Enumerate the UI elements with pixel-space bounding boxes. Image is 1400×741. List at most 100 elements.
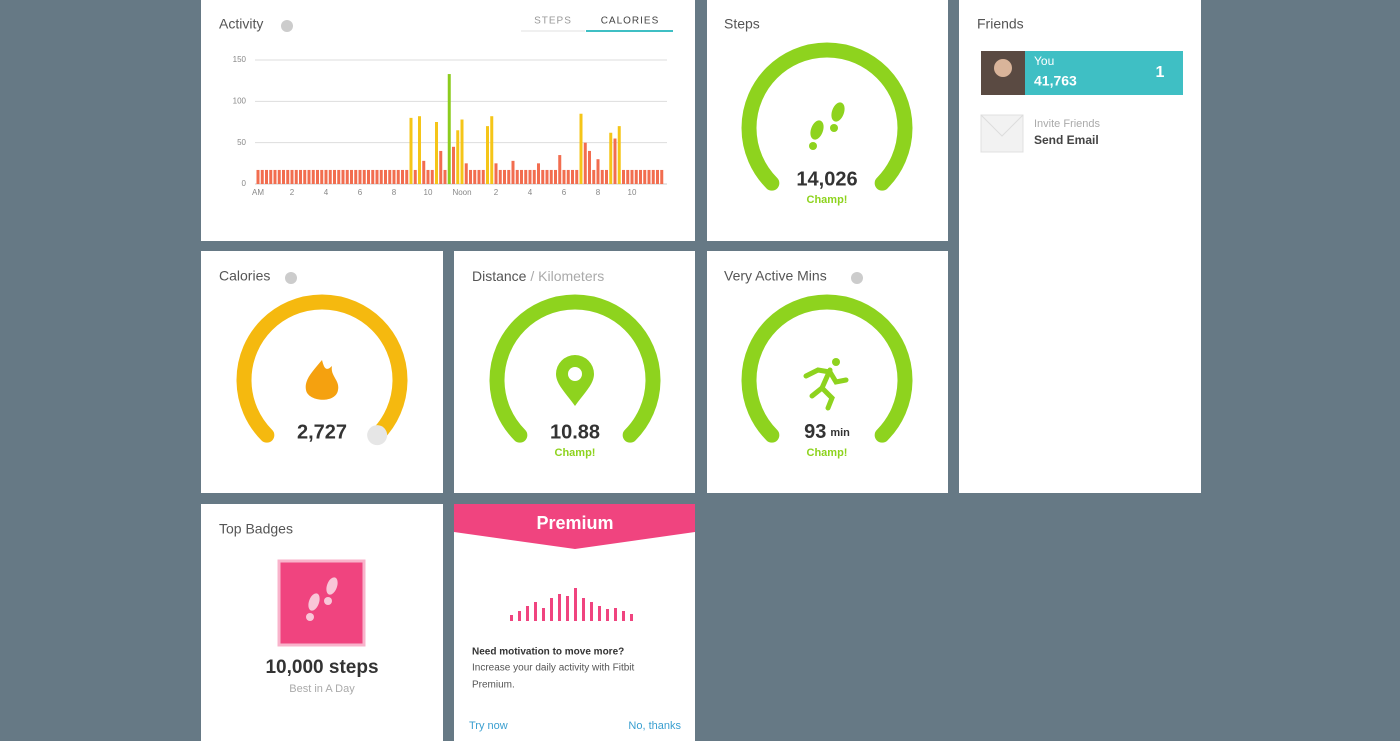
bar bbox=[392, 169, 396, 184]
distance-title: Distance / Kilometers bbox=[472, 268, 604, 284]
no-thanks[interactable]: No, thanks bbox=[628, 720, 681, 732]
bar bbox=[575, 169, 579, 184]
bar bbox=[520, 169, 523, 184]
bar bbox=[613, 138, 617, 184]
badge-name: 10,000 steps bbox=[265, 657, 378, 678]
bar bbox=[405, 169, 409, 184]
bar bbox=[464, 163, 468, 184]
y-tick-label: 0 bbox=[242, 179, 247, 188]
bar bbox=[634, 169, 638, 184]
footprint-icon bbox=[809, 102, 845, 150]
bar bbox=[371, 169, 375, 184]
friend-name: You bbox=[1034, 54, 1054, 68]
bar bbox=[562, 169, 566, 184]
send-email[interactable]: Send Email bbox=[1034, 133, 1099, 147]
bar bbox=[290, 169, 294, 184]
bar bbox=[630, 169, 634, 184]
bar bbox=[354, 169, 358, 184]
bar bbox=[571, 169, 574, 184]
bar bbox=[294, 169, 298, 184]
help-icon[interactable] bbox=[851, 272, 863, 284]
bar bbox=[647, 169, 651, 184]
tab-calories[interactable]: CALORIES bbox=[601, 16, 660, 27]
bar bbox=[477, 169, 481, 184]
steps-status: Champ! bbox=[807, 194, 848, 206]
bar bbox=[324, 169, 328, 184]
bar bbox=[558, 155, 562, 184]
bar bbox=[600, 169, 604, 184]
bar bbox=[307, 169, 311, 184]
y-tick-label: 150 bbox=[233, 55, 247, 64]
bar bbox=[388, 169, 392, 184]
bar bbox=[566, 169, 570, 184]
bar bbox=[537, 163, 540, 184]
distance-status: Champ! bbox=[555, 447, 596, 459]
help-icon[interactable] bbox=[281, 20, 293, 32]
x-tick-label: 8 bbox=[392, 188, 397, 197]
bar bbox=[452, 146, 455, 184]
gauge-arc bbox=[489, 294, 661, 443]
bar bbox=[396, 169, 400, 184]
bar bbox=[651, 169, 655, 184]
premium-banner bbox=[454, 504, 695, 549]
bar bbox=[507, 169, 511, 184]
distance-value: 10.88 bbox=[550, 421, 600, 443]
bar bbox=[256, 169, 260, 184]
bar bbox=[367, 169, 370, 184]
pin-hole bbox=[568, 367, 582, 381]
bar bbox=[337, 169, 341, 184]
try-now[interactable]: Try now bbox=[469, 720, 508, 732]
bar bbox=[375, 169, 379, 184]
active-number: 93 bbox=[804, 421, 826, 443]
bar bbox=[549, 169, 553, 184]
bar bbox=[486, 126, 489, 184]
bar bbox=[401, 169, 404, 184]
bar bbox=[303, 169, 307, 184]
bar bbox=[350, 169, 353, 184]
bar bbox=[592, 169, 596, 184]
bar bbox=[605, 169, 608, 184]
badges-title: Top Badges bbox=[219, 521, 293, 537]
x-tick-label: 2 bbox=[290, 188, 295, 197]
badge-footprint bbox=[306, 577, 338, 621]
premium-body: Increase your daily activity with Fitbit bbox=[472, 663, 635, 674]
bar bbox=[328, 169, 332, 184]
bar bbox=[460, 119, 464, 184]
x-tick-label: Noon bbox=[452, 188, 471, 197]
bar bbox=[299, 169, 302, 184]
bar bbox=[286, 169, 290, 184]
bar bbox=[656, 169, 659, 184]
active-status: Champ! bbox=[807, 447, 848, 459]
calories-value: 2,727 bbox=[297, 421, 347, 443]
bar bbox=[260, 169, 264, 184]
x-tick-label: 4 bbox=[528, 188, 533, 197]
bar bbox=[515, 169, 519, 184]
bar bbox=[532, 169, 536, 184]
bar bbox=[362, 169, 366, 184]
gauge-arc bbox=[741, 42, 913, 191]
x-tick-label: 4 bbox=[324, 188, 329, 197]
bar bbox=[447, 74, 451, 184]
distance-label: Distance bbox=[472, 268, 527, 284]
calories-title: Calories bbox=[219, 268, 270, 284]
bar bbox=[265, 169, 268, 184]
x-tick-label: 8 bbox=[596, 188, 601, 197]
bar bbox=[554, 169, 557, 184]
bar bbox=[422, 160, 426, 184]
help-icon[interactable] bbox=[285, 272, 297, 284]
bar bbox=[439, 150, 443, 184]
bar bbox=[426, 169, 430, 184]
active-title: Very Active Mins bbox=[724, 268, 827, 284]
tab-steps[interactable]: STEPS bbox=[534, 16, 572, 27]
bar bbox=[617, 126, 621, 184]
bar bbox=[409, 117, 413, 184]
badge-icon bbox=[277, 559, 366, 647]
bar bbox=[609, 132, 613, 184]
bar bbox=[358, 169, 362, 184]
bar bbox=[282, 169, 285, 184]
bar bbox=[494, 163, 498, 184]
invite-label: Invite Friends bbox=[1034, 118, 1101, 130]
bar bbox=[311, 169, 315, 184]
bar bbox=[430, 169, 434, 184]
bar bbox=[273, 169, 277, 184]
